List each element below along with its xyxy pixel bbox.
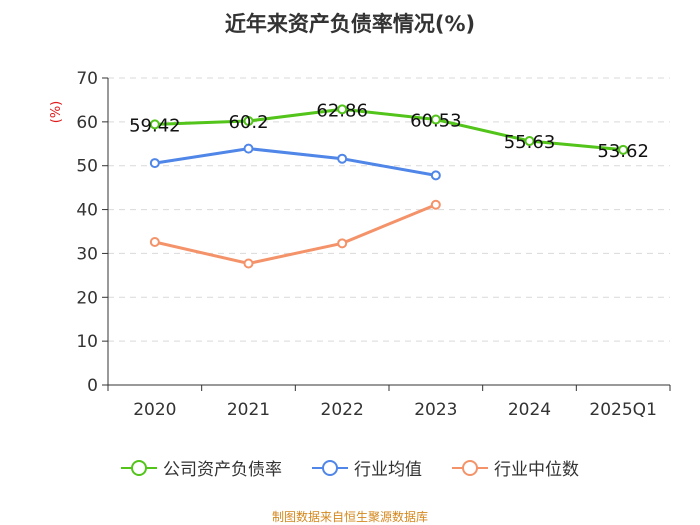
data-point — [149, 158, 160, 169]
x-tick-label: 2020 — [133, 400, 176, 420]
data-label: 55.63 — [504, 132, 556, 153]
legend: 公司资产负债率 行业均值 行业中位数 — [0, 455, 700, 480]
data-point — [337, 153, 348, 164]
y-tick-label: 50 — [76, 157, 98, 177]
legend-circle — [322, 459, 338, 476]
data-point — [430, 199, 441, 210]
y-tick-label: 10 — [76, 332, 98, 352]
axes: 0 10 20 30 40 50 60 70 (%) 2020 2021 2022 2023 2024 20… — [49, 69, 671, 420]
legend-item[interactable]: 公司资产负债率 — [121, 455, 282, 480]
data-point — [243, 143, 254, 154]
source-note: 制图数据来自恒生聚源数据库 — [271, 510, 428, 524]
x-tick-label: 2023 — [414, 400, 457, 420]
x-tick-label: 2025Q1 — [589, 400, 656, 420]
y-tick-label: 40 — [76, 201, 98, 221]
legend-label: 行业中位数 — [494, 460, 579, 480]
legend-circle — [131, 459, 147, 476]
legend-label: 行业均值 — [354, 460, 422, 480]
x-tick-label: 2021 — [227, 400, 270, 420]
legend-marker-icon — [452, 459, 488, 476]
legend-label: 公司资产负债率 — [163, 460, 282, 480]
series-line-0 — [154, 107, 624, 152]
data-point — [243, 115, 254, 126]
y-tick-label: 70 — [76, 69, 98, 89]
data-point — [337, 104, 348, 115]
data-point — [149, 237, 160, 248]
data-label: 53.62 — [597, 141, 649, 162]
y-tick-label: 20 — [76, 288, 98, 308]
y-axis-label: (%) — [49, 101, 64, 124]
x-tick-label: 2024 — [508, 400, 551, 420]
data-point — [430, 114, 441, 125]
data-point — [430, 170, 441, 181]
legend-item[interactable]: 行业中位数 — [452, 455, 579, 480]
data-point — [524, 136, 535, 147]
data-point — [618, 144, 629, 155]
data-point — [149, 119, 160, 130]
legend-marker-icon — [121, 459, 157, 476]
data-labels: 59.42 60.2 62.86 60.53 55.63 53.62 — [129, 100, 649, 162]
data-label: 60.53 — [410, 111, 462, 132]
data-label: 62.86 — [316, 100, 368, 121]
legend-item[interactable]: 行业均值 — [312, 455, 422, 480]
x-tick-label: 2022 — [321, 400, 364, 420]
data-label: 59.42 — [129, 115, 181, 136]
legend-marker-icon — [312, 459, 348, 476]
y-tick-label: 60 — [76, 113, 98, 133]
data-label: 60.2 — [228, 112, 268, 133]
y-tick-label: 30 — [76, 244, 98, 264]
series-line-2 — [154, 203, 437, 266]
series-line-1 — [154, 147, 437, 177]
grid-lines — [108, 77, 670, 342]
series-lines — [149, 104, 629, 269]
data-point — [243, 258, 254, 269]
data-point — [337, 238, 348, 249]
legend-circle — [462, 459, 478, 476]
y-tick-label: 0 — [87, 376, 98, 396]
chart-title: 近年来资产负债率情况(%) — [224, 12, 476, 36]
